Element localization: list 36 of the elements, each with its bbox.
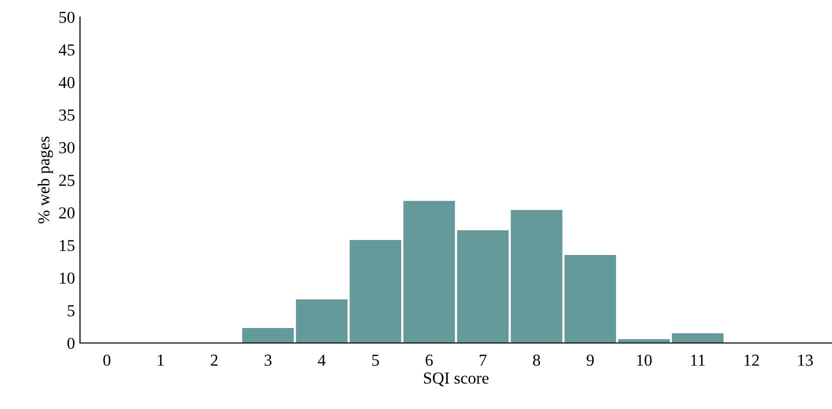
x-tick-label: 4 [318,354,326,366]
x-axis-title: SQI score [424,372,489,386]
bar [296,299,348,343]
x-tick-label: 11 [691,354,705,366]
bar [672,333,724,343]
x-tick-label: 1 [158,354,164,366]
y-tick-label: 45 [58,44,74,56]
y-axis-title: % web pages [38,136,53,224]
y-tick-label: 35 [59,110,74,121]
x-tick-label: 2 [210,354,218,366]
x-tick-label: 8 [533,354,540,366]
bar [403,200,455,343]
x-tick-label: 3 [264,354,272,366]
x-tick-label: 9 [586,354,594,366]
y-tick-label: 10 [60,272,75,284]
bar [242,328,294,343]
y-tick-label: 0 [67,338,75,349]
x-tick-label: 5 [372,354,379,366]
y-tick-label: 15 [60,240,74,252]
bar [510,210,562,343]
y-tick-label: 5 [68,305,74,316]
y-tick-label: 50 [59,12,75,23]
bar [350,240,402,343]
y-tick-label: 20 [59,207,75,219]
bar [618,339,670,343]
x-tick-label: 6 [426,354,433,366]
x-tick-label: 7 [480,354,487,366]
y-tick-label: 40 [58,76,75,88]
x-tick-label: 10 [637,354,652,366]
bar [564,254,616,343]
y-tick-label: 30 [59,142,75,154]
x-tick-label: 12 [744,354,759,366]
bar [457,230,509,343]
y-tick-label: 25 [59,174,74,186]
x-tick-label: 0 [103,354,110,366]
x-tick-label: 13 [798,354,813,366]
